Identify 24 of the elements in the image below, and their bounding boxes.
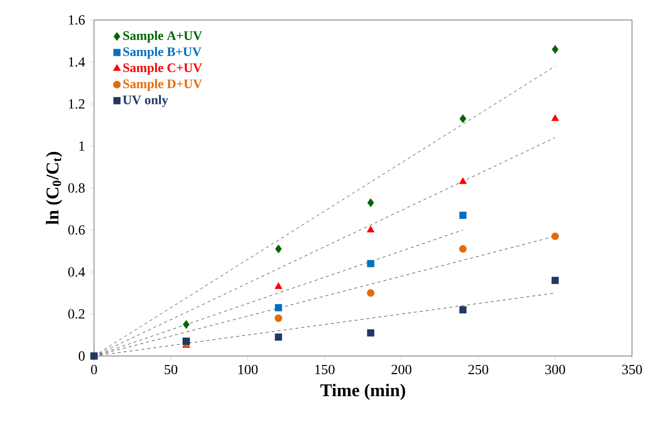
y-axis-title: ln (C$_{0}$/C$_{t}$) xyxy=(46,152,62,225)
y-tick-label: 1.4 xyxy=(68,57,85,67)
y-tick-label: 0.4 xyxy=(68,267,85,277)
legend-label: Sample D+UV xyxy=(123,79,202,91)
y-tick-label: 0 xyxy=(78,351,85,361)
legend-label: Sample A+UV xyxy=(123,30,202,43)
x-tick-label: 250 xyxy=(468,364,488,374)
x-tick-label: 350 xyxy=(622,364,642,374)
x-tick-label: 150 xyxy=(315,364,334,374)
legend-label: Sample C+UV xyxy=(123,63,202,75)
legend-label: Sample B+UV xyxy=(123,46,202,59)
x-tick-label: 0 xyxy=(91,364,97,374)
y-tick-label: 1.2 xyxy=(68,99,84,109)
x-axis-title: Time (min) xyxy=(320,384,406,400)
x-tick-label: 50 xyxy=(164,364,178,374)
y-tick-label: 1 xyxy=(79,141,84,151)
y-tick-label: 0.2 xyxy=(68,309,84,319)
x-tick-label: 300 xyxy=(545,364,566,374)
y-tick-label: 1.6 xyxy=(68,15,85,25)
x-tick-label: 200 xyxy=(392,364,412,374)
legend-label: UV only xyxy=(122,95,168,107)
x-tick-label: 100 xyxy=(238,364,258,374)
y-tick-label: 0.6 xyxy=(68,225,85,235)
y-tick-label: 0.8 xyxy=(68,183,85,193)
